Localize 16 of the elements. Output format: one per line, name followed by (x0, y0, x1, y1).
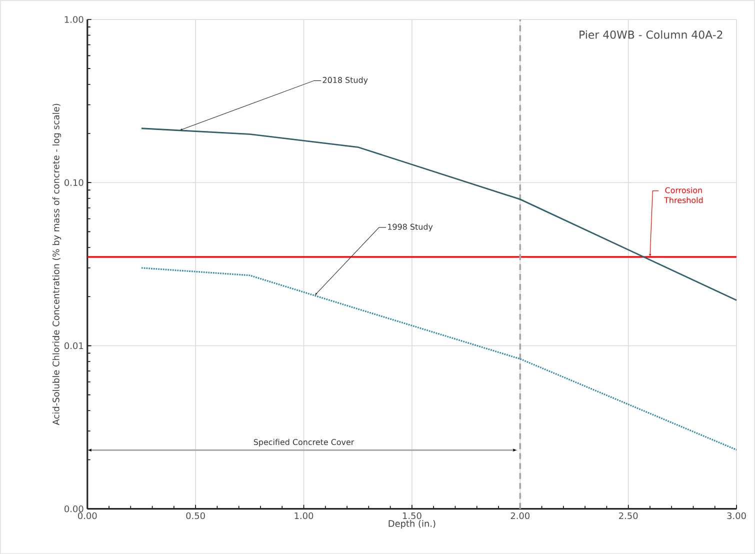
x-axis-title: Depth (in.) (388, 520, 436, 529)
line-series (140, 128, 738, 301)
y-tick-label: 1.00 (64, 16, 84, 23)
x-tick-label: 3.00 (727, 512, 746, 519)
y-tick-label: 0.10 (64, 179, 84, 186)
x-tick-label: 2.00 (510, 512, 530, 519)
x-tick-label: 1.50 (402, 512, 422, 519)
y-axis-title: Acid-Soluble Chloride Concentration (% by mass of concrete - log scale) (52, 104, 62, 425)
text: Pier 40WB - Column 40A-2 (580, 30, 722, 39)
x-tick-label: 2.50 (619, 512, 638, 519)
line-series (140, 266, 738, 450)
y-tick-label: 0.01 (64, 342, 84, 349)
x-tick-label: 1.00 (294, 512, 314, 519)
x-tick-label: 0.00 (78, 512, 97, 519)
y-tick-label: 0.00 (64, 505, 84, 512)
x-tick-label: 0.50 (186, 512, 205, 519)
